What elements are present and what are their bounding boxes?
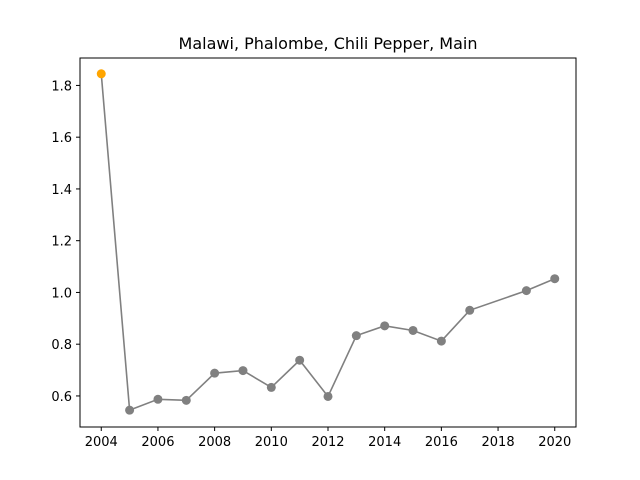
data-point [465, 305, 475, 315]
y-tick-label: 0.6 [51, 390, 72, 405]
x-tick-label: 2004 [85, 435, 118, 450]
x-tick-label: 2012 [311, 435, 344, 450]
y-tick-label: 1.6 [51, 131, 72, 146]
data-point [521, 286, 531, 296]
data-point [238, 366, 248, 376]
axes: 2004 2006 2008 2010 2012 2014 2016 2018 2020 0.6 0… [51, 79, 571, 450]
data-point [436, 336, 446, 346]
data-point [210, 368, 220, 378]
x-tick-label: 2006 [141, 435, 174, 450]
data-point [295, 355, 305, 365]
x-tick-label: 2008 [198, 435, 231, 450]
x-tick-label: 2016 [425, 435, 458, 450]
data-point [550, 274, 560, 284]
data-point [351, 331, 361, 341]
y-tick-label: 0.8 [51, 338, 72, 353]
plot-frame [79, 57, 577, 428]
x-tick-label: 2014 [368, 435, 401, 450]
series-line [100, 73, 556, 412]
plot-area [96, 69, 560, 415]
data-point [153, 394, 163, 404]
x-tick-label: 2020 [538, 435, 571, 450]
y-tick-label: 1.4 [51, 183, 72, 198]
x-tick-label: 2010 [255, 435, 288, 450]
highlighted-data-point [96, 69, 106, 79]
x-tick-label: 2018 [482, 435, 515, 450]
chart-title: Malawi, Phalombe, Chili Pepper, Main [179, 34, 478, 53]
y-tick-label: 1.0 [51, 286, 72, 301]
data-point [323, 391, 333, 401]
data-point [181, 395, 191, 405]
data-point [380, 321, 390, 331]
y-tick-label: 1.8 [51, 79, 72, 94]
data-point [408, 325, 418, 335]
data-point [125, 405, 135, 415]
data-point [266, 382, 276, 392]
y-tick-label: 1.2 [51, 235, 72, 250]
